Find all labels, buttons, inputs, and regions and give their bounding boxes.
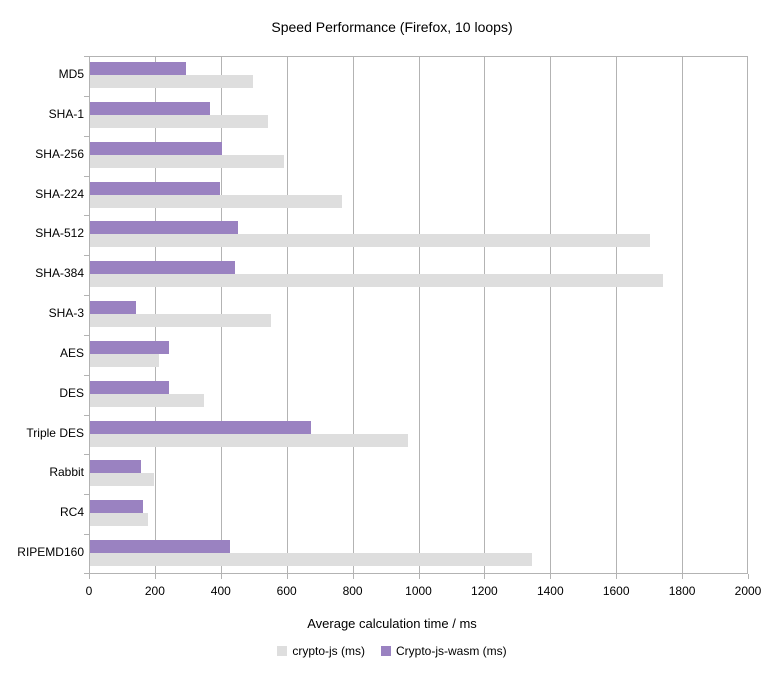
bar-crypto-js-wasm (90, 301, 137, 315)
y-axis-label: MD5 (58, 67, 84, 81)
x-axis-tick-label: 1200 (471, 584, 498, 598)
legend-label-crypto-js: crypto-js (ms) (292, 644, 365, 658)
legend: crypto-js (ms) Crypto-js-wasm (ms) (0, 644, 784, 658)
bar-crypto-js (90, 553, 532, 567)
y-axis-label: Triple DES (26, 425, 84, 440)
x-axis-tick (220, 574, 222, 579)
bar-crypto-js (90, 393, 204, 407)
bar-crypto-js (90, 473, 155, 487)
gridline (352, 57, 354, 573)
bar-crypto-js (90, 274, 664, 288)
x-axis-tick (154, 574, 156, 579)
y-axis-tick (84, 255, 89, 256)
y-axis-tick (84, 573, 89, 574)
gridline (418, 57, 420, 573)
bar-crypto-js (90, 114, 268, 128)
gridline (682, 57, 684, 573)
bar-crypto-js (90, 234, 651, 248)
x-axis-tick (682, 574, 684, 579)
y-axis-tick (84, 176, 89, 177)
legend-swatch-crypto-js (277, 646, 288, 656)
y-axis-label: SHA-3 (48, 306, 84, 321)
x-axis-tick (484, 574, 486, 579)
x-axis-tick-label: 1400 (536, 584, 564, 598)
y-axis-label: SHA-384 (35, 266, 84, 281)
y-axis-tick (84, 215, 89, 216)
x-axis-title: Average calculation time / ms (307, 616, 477, 631)
y-axis-tick (84, 56, 89, 57)
bar-crypto-js-wasm (90, 340, 170, 354)
y-axis-label: DES (59, 385, 84, 400)
y-axis-tick (84, 375, 89, 376)
bar-crypto-js (90, 433, 408, 447)
y-axis-tick (84, 136, 89, 137)
chart-title: Speed Performance (Firefox, 10 loops) (271, 19, 513, 35)
y-axis-tick (84, 335, 89, 336)
y-axis-label: SHA-512 (35, 226, 84, 241)
y-axis-label: AES (59, 345, 84, 360)
y-axis-label: RIPEMD160 (17, 545, 84, 560)
bar-crypto-js (90, 513, 148, 527)
gridline (616, 57, 618, 573)
bar-crypto-js-wasm (90, 62, 186, 75)
plot-area (89, 56, 748, 574)
gridline (286, 57, 288, 573)
legend-swatch-crypto-js-wasm (381, 646, 391, 656)
bar-crypto-js-wasm (90, 460, 142, 474)
bar-crypto-js-wasm (90, 181, 221, 195)
x-axis-tick (89, 574, 90, 579)
y-axis-tick (84, 96, 89, 97)
legend-item-crypto-js-wasm: Crypto-js-wasm (ms) (381, 644, 507, 658)
x-axis-tick (352, 574, 354, 579)
x-axis-tick-label: 400 (210, 584, 231, 598)
legend-label-crypto-js-wasm: Crypto-js-wasm (ms) (396, 644, 507, 658)
y-axis-label: Rabbit (49, 465, 84, 480)
bar-crypto-js-wasm (90, 420, 311, 434)
y-axis-tick (84, 415, 89, 416)
y-axis-tick (84, 494, 89, 495)
bar-crypto-js-wasm (90, 101, 211, 115)
x-axis-tick-label: 1600 (602, 584, 630, 598)
x-axis-tick-label: 600 (276, 584, 297, 598)
x-axis-tick (748, 574, 749, 579)
bar-crypto-js-wasm (90, 380, 170, 394)
y-axis-label: RC4 (59, 505, 84, 520)
x-axis-tick (286, 574, 288, 579)
y-axis-label: SHA-256 (35, 146, 84, 161)
bar-crypto-js-wasm (90, 141, 222, 155)
bar-crypto-js-wasm (90, 540, 231, 554)
y-axis-label: SHA-224 (35, 186, 84, 201)
x-axis-tick-label: 200 (144, 584, 165, 598)
bar-crypto-js-wasm (90, 500, 143, 514)
legend-item-crypto-js: crypto-js (ms) (277, 644, 365, 658)
x-axis-tick-label: 1800 (668, 584, 696, 598)
bar-crypto-js (90, 194, 343, 208)
x-axis-tick-label: 2000 (734, 584, 762, 598)
x-axis-tick-label: 800 (342, 584, 363, 598)
x-axis-tick-label: 1000 (405, 584, 432, 598)
bar-crypto-js-wasm (90, 261, 235, 275)
bar-crypto-js (90, 314, 272, 328)
bar-crypto-js (90, 154, 285, 168)
y-axis-tick (84, 534, 89, 535)
gridline (550, 57, 552, 573)
x-axis-tick-label: 0 (85, 584, 93, 598)
y-axis-label: SHA-1 (48, 106, 84, 121)
bar-crypto-js-wasm (90, 221, 239, 235)
x-axis-tick (550, 574, 552, 579)
bar-crypto-js (90, 75, 254, 88)
x-axis-tick (418, 574, 420, 579)
y-axis-tick (84, 454, 89, 455)
bar-crypto-js (90, 353, 160, 367)
gridline (484, 57, 486, 573)
x-axis-tick (616, 574, 618, 579)
y-axis-tick (84, 295, 89, 296)
